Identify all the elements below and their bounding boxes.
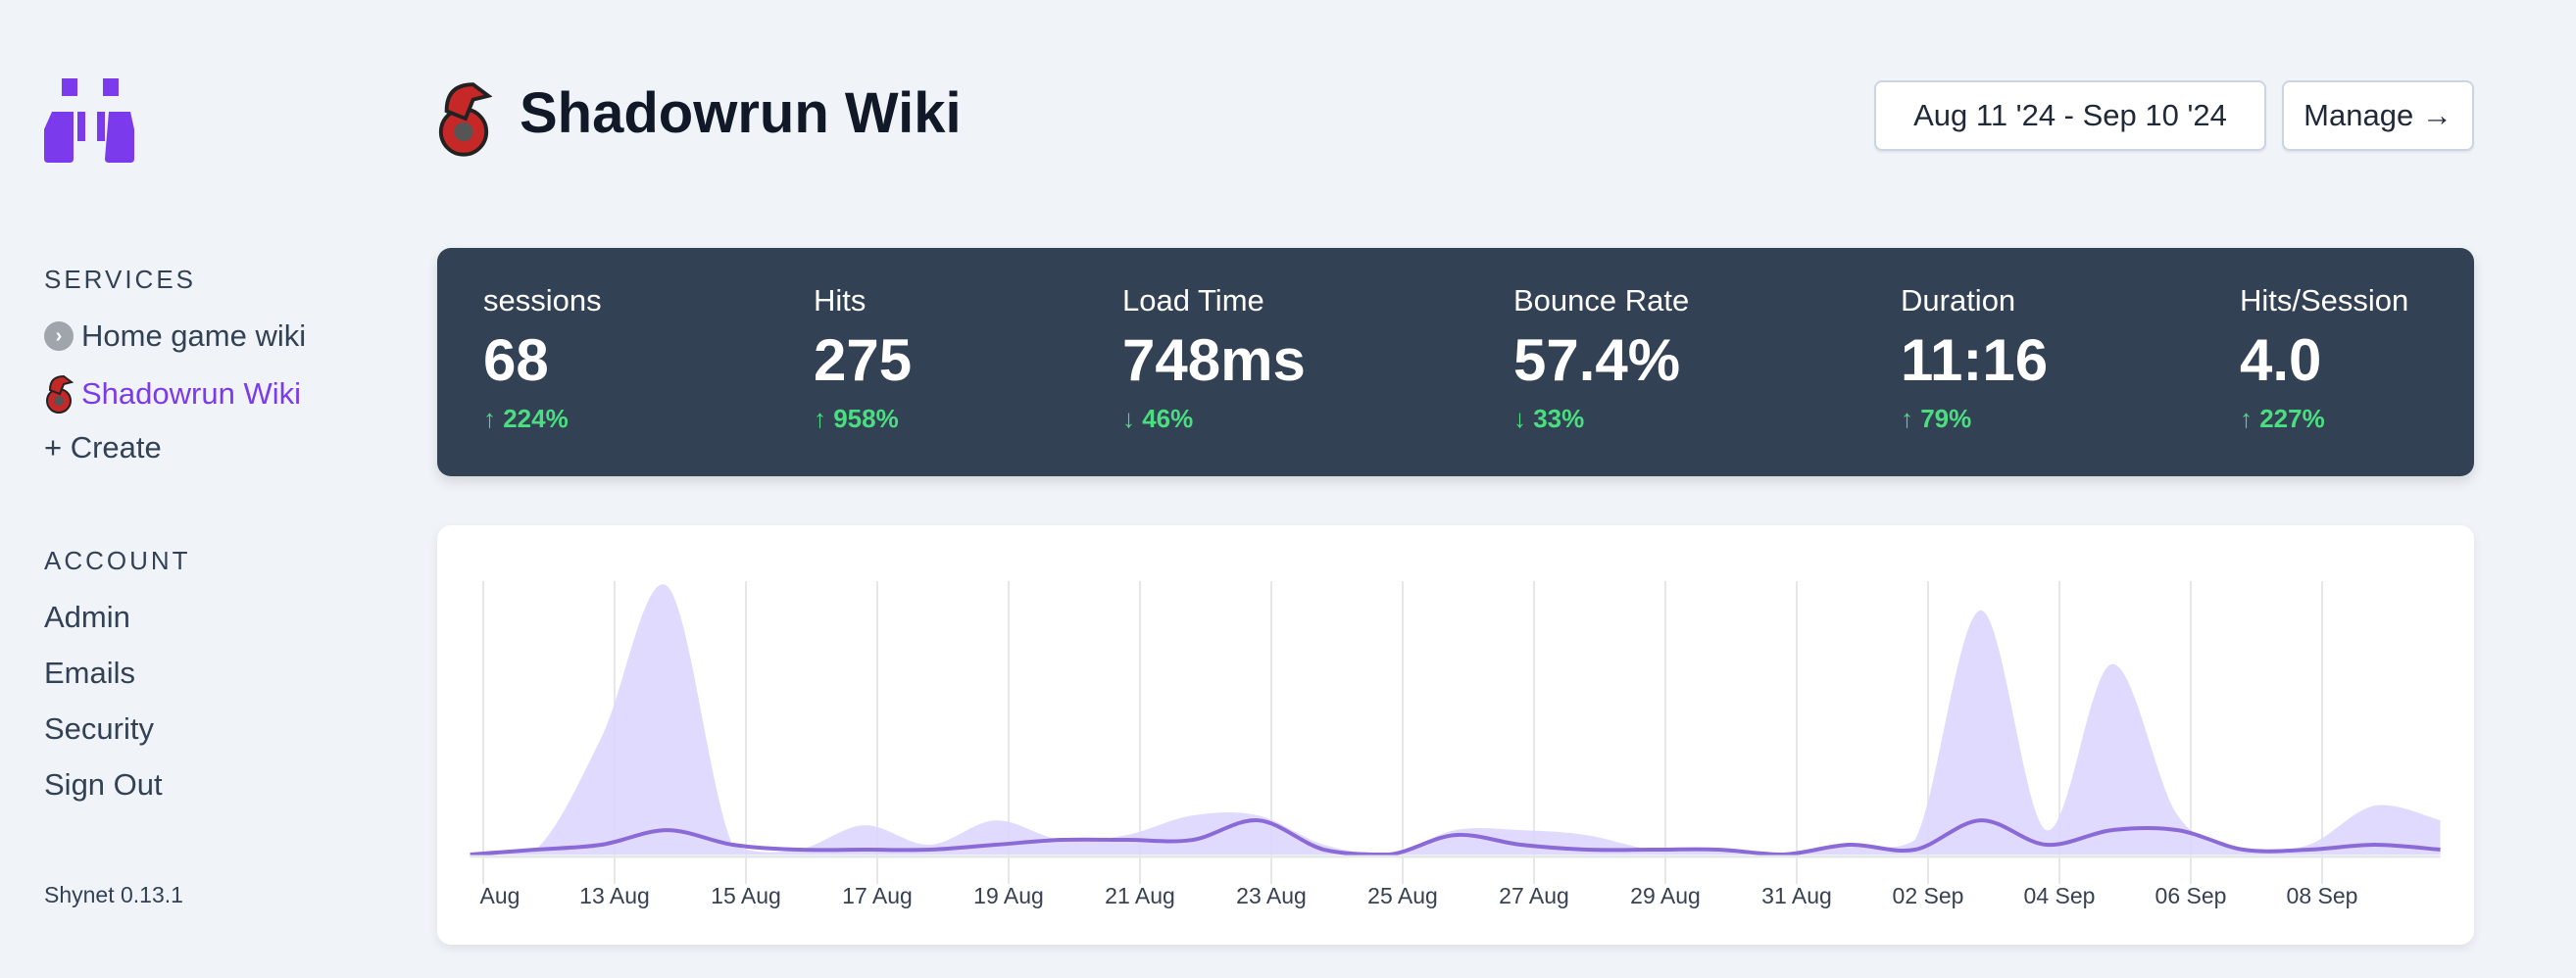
stat-label: Hits/Session — [2240, 283, 2409, 318]
sidebar-item-label: Shadowrun Wiki — [81, 376, 301, 411]
stat-change: ↓ 33% — [1513, 404, 1585, 433]
x-tick-label: 02 Sep — [1893, 883, 1964, 908]
x-tick-label: 21 Aug — [1105, 883, 1175, 908]
chevron-right-circle-icon: › — [44, 321, 74, 351]
sidebar-item-shadowrun-wiki[interactable]: Shadowrun Wiki — [44, 374, 301, 414]
shynet-logo[interactable] — [44, 78, 138, 168]
stat-change: ↓ 46% — [1122, 404, 1194, 433]
x-tick-label: 17 Aug — [842, 883, 913, 908]
x-tick-label: Aug — [480, 883, 520, 908]
stat-change: ↑ 224% — [483, 404, 569, 433]
binoculars-icon — [44, 78, 134, 163]
stat-value: 275 — [814, 327, 913, 393]
version-label: Shynet 0.13.1 — [44, 882, 183, 907]
sidebar-item-emails[interactable]: Emails — [44, 656, 136, 690]
x-tick-label: 29 Aug — [1630, 883, 1701, 908]
x-tick-label: 19 Aug — [973, 883, 1044, 908]
x-tick-label: 23 Aug — [1236, 883, 1307, 908]
stat-label: Duration — [1901, 283, 2016, 318]
hits-area — [470, 584, 2441, 855]
stat-change: ↑ 227% — [2240, 404, 2325, 433]
stat-value: 748ms — [1122, 327, 1306, 393]
stat-value: 11:16 — [1901, 327, 2049, 393]
stat-hits: Hits 275 ↑ 958% — [814, 283, 912, 434]
account-heading: ACCOUNT — [44, 546, 191, 575]
stat-change: ↑ 958% — [814, 404, 899, 433]
sidebar-item-home-game-wiki[interactable]: › Home game wiki — [44, 318, 306, 354]
service-icon — [435, 80, 493, 162]
stat-bounce-rate: Bounce Rate 57.4% ↓ 33% — [1513, 283, 1689, 434]
x-tick-label: 31 Aug — [1761, 883, 1832, 908]
create-service-link[interactable]: + Create — [44, 430, 162, 465]
stat-label: Load Time — [1122, 283, 1264, 318]
stat-change: ↑ 79% — [1901, 404, 1972, 433]
stat-sessions: sessions 68 ↑ 224% — [483, 283, 602, 434]
x-tick-label: 13 Aug — [579, 883, 650, 908]
x-tick-label: 25 Aug — [1367, 883, 1438, 908]
x-tick-label: 08 Sep — [2287, 883, 2358, 908]
manage-button[interactable]: Manage → — [2282, 80, 2474, 151]
sidebar-item-admin[interactable]: Admin — [44, 600, 130, 634]
chart-card: Aug 13 Aug 15 Aug 17 Aug 19 Aug 21 Aug 23 Aug 2… — [437, 525, 2474, 945]
stat-value: 57.4% — [1513, 327, 1681, 393]
services-heading: SERVICES — [44, 265, 197, 294]
stat-label: Bounce Rate — [1513, 283, 1690, 318]
shadowrun-dragon-icon — [46, 374, 74, 414]
stat-value: 68 — [483, 327, 549, 393]
shadowrun-dragon-icon — [438, 82, 493, 157]
stat-hits-session: Hits/Session 4.0 ↑ 227% — [2240, 283, 2408, 434]
stat-load-time: Load Time 748ms ↓ 46% — [1122, 283, 1306, 434]
stat-label: sessions — [483, 283, 602, 318]
traffic-chart: Aug 13 Aug 15 Aug 17 Aug 19 Aug 21 Aug 23 Aug 2… — [470, 581, 2441, 908]
stat-duration: Duration 11:16 ↑ 79% — [1901, 283, 2048, 434]
sidebar-item-label: Home game wiki — [81, 318, 307, 353]
date-range-picker[interactable]: Aug 11 '24 - Sep 10 '24 — [1874, 80, 2266, 151]
sidebar-item-sign-out[interactable]: Sign Out — [44, 767, 163, 802]
x-tick-label: 27 Aug — [1499, 883, 1569, 908]
x-tick-label: 04 Sep — [2024, 883, 2096, 908]
x-tick-label: 06 Sep — [2155, 883, 2227, 908]
x-tick-label: 15 Aug — [711, 883, 781, 908]
sessions-line — [470, 818, 2441, 857]
stat-label: Hits — [814, 283, 867, 318]
stats-card: sessions 68 ↑ 224% Hits 275 ↑ 958% Load Time 74… — [437, 248, 2474, 476]
stat-value: 4.0 — [2240, 327, 2322, 393]
sidebar-item-security[interactable]: Security — [44, 711, 154, 746]
page-title: Shadowrun Wiki — [520, 81, 962, 145]
